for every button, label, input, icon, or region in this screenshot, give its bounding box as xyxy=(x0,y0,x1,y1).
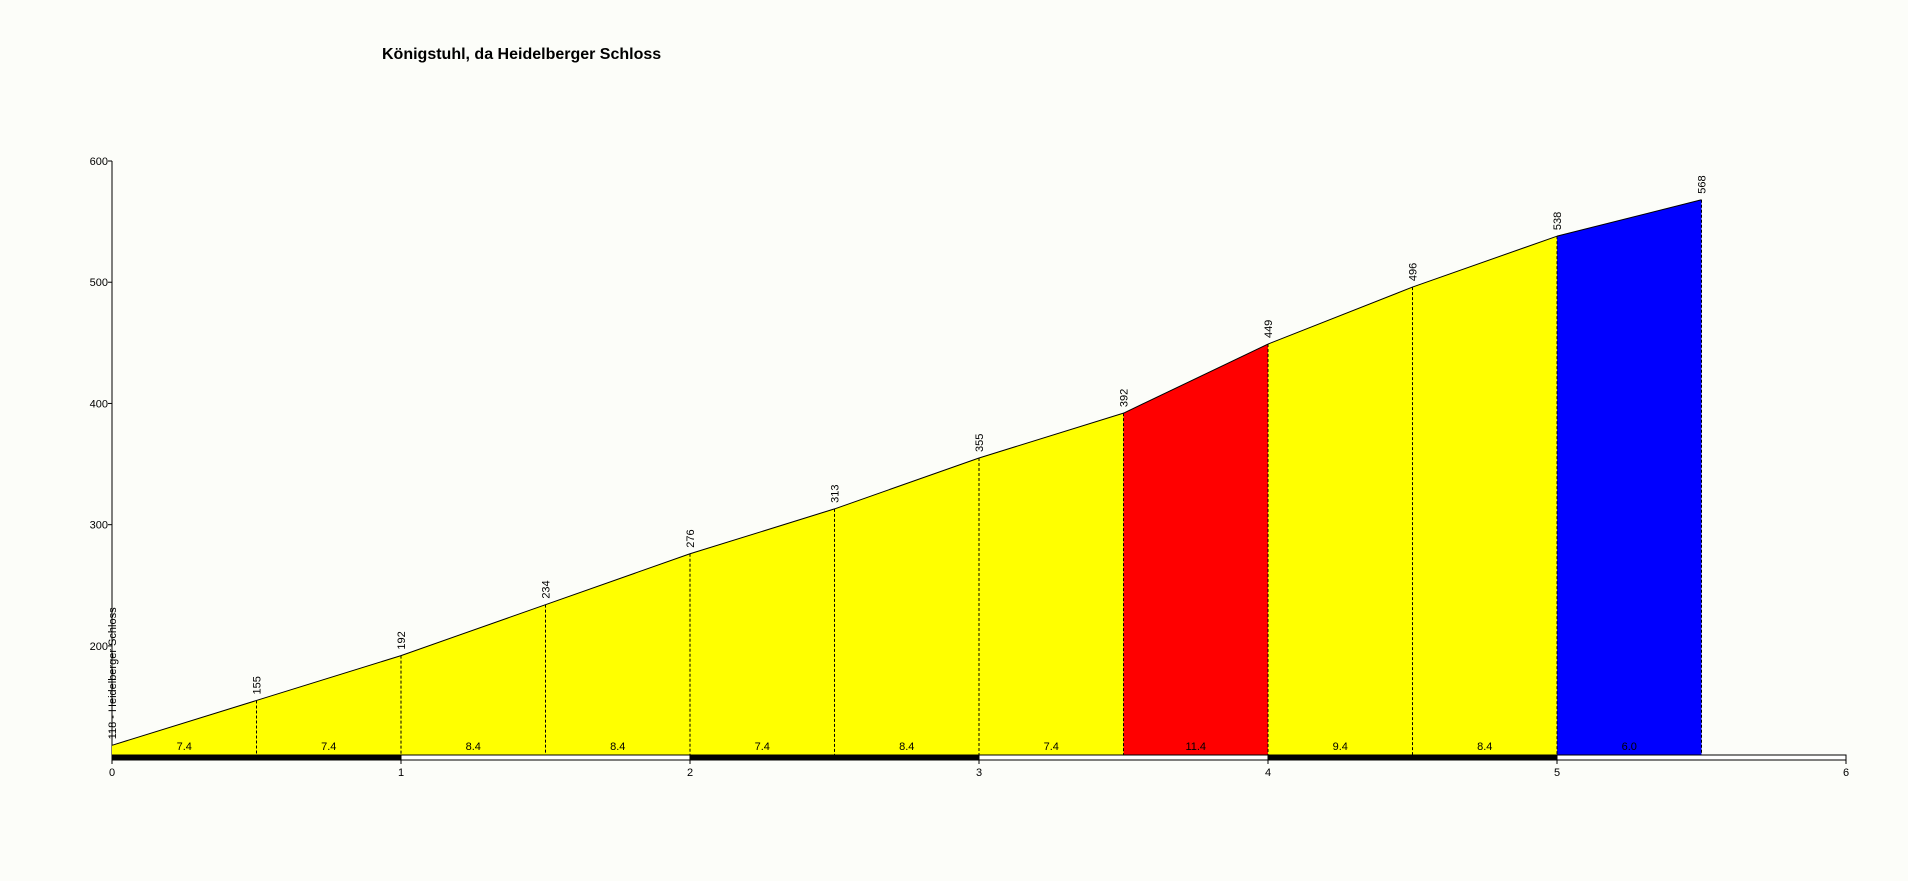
gradient-label: 7.4 xyxy=(177,741,192,753)
profile-segment xyxy=(256,655,401,755)
chart-title: Königstuhl, da Heidelberger Schloss xyxy=(382,46,661,63)
elevation-label: 118 - Heidelberger Schloss xyxy=(107,607,119,739)
km-strip xyxy=(400,754,691,761)
x-tick-label: 1 xyxy=(398,767,404,779)
km-strip xyxy=(1556,754,1847,761)
elevation-label: 313 xyxy=(830,485,842,503)
elevation-label: 155 xyxy=(252,676,264,694)
profile-edge xyxy=(545,553,691,606)
x-tick-label: 5 xyxy=(1554,767,1560,779)
y-tick-label: 400 xyxy=(90,398,108,410)
y-tick-label: 300 xyxy=(90,520,108,532)
profile-segment xyxy=(1123,344,1268,755)
elevation-label: 568 xyxy=(1697,175,1709,193)
gradient-label: 8.4 xyxy=(610,741,625,753)
profile-edge xyxy=(1412,235,1558,288)
elevation-label: 392 xyxy=(1119,389,1131,407)
elevation-label: 496 xyxy=(1408,263,1420,281)
gradient-label: 7.4 xyxy=(1044,741,1059,753)
gradient-label: 11.4 xyxy=(1185,741,1206,753)
profile-edge xyxy=(689,508,835,555)
profile-segment xyxy=(1557,199,1702,755)
profile-segment xyxy=(112,700,257,755)
profile-edge xyxy=(1556,199,1702,237)
elevation-label: 192 xyxy=(396,631,408,649)
km-strip xyxy=(111,754,402,761)
profile-edge xyxy=(111,699,257,746)
y-tick-label: 600 xyxy=(90,156,108,168)
gradient-label: 7.4 xyxy=(321,741,336,753)
km-strip xyxy=(1267,754,1558,761)
y-tick-label: 500 xyxy=(90,277,108,289)
gradient-label: 8.4 xyxy=(466,741,481,753)
x-tick-label: 3 xyxy=(976,767,982,779)
elevation-label: 234 xyxy=(541,580,553,598)
x-tick-label: 4 xyxy=(1265,767,1271,779)
x-tick-label: 0 xyxy=(109,767,115,779)
profile-segment xyxy=(545,553,690,755)
elevation-label: 276 xyxy=(685,529,697,547)
x-tick-label: 6 xyxy=(1843,767,1849,779)
gradient-label: 7.4 xyxy=(755,741,770,753)
profile-edge xyxy=(978,412,1124,459)
profile-segment xyxy=(1268,287,1413,755)
elevation-label: 538 xyxy=(1552,212,1564,230)
gradient-label: 6.0 xyxy=(1622,741,1637,753)
profile-edge xyxy=(256,655,402,701)
profile-segment xyxy=(834,458,979,755)
profile-edge xyxy=(834,457,980,510)
gradient-label: 8.4 xyxy=(1477,741,1492,753)
x-tick-label: 2 xyxy=(687,767,693,779)
gradient-label: 8.4 xyxy=(899,741,914,753)
profile-edge xyxy=(400,604,546,657)
profile-segment xyxy=(1412,236,1557,755)
profile-segment xyxy=(401,604,546,755)
elevation-label: 355 xyxy=(974,434,986,452)
km-strip xyxy=(689,754,980,761)
y-tick-label: 200 xyxy=(90,641,108,653)
profile-edge xyxy=(1267,286,1413,345)
profile-segment xyxy=(690,508,835,755)
profile-segment xyxy=(979,413,1124,755)
profile-edge xyxy=(1123,343,1269,414)
gradient-label: 9.4 xyxy=(1333,741,1348,753)
km-strip xyxy=(978,754,1269,761)
elevation-label: 449 xyxy=(1263,320,1275,338)
